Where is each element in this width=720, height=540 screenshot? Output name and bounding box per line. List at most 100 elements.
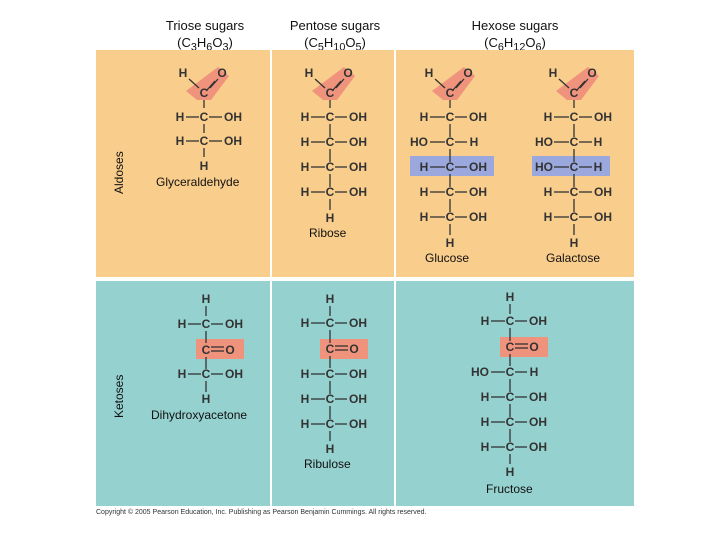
svg-text:H: H xyxy=(420,210,429,224)
svg-text:C: C xyxy=(326,392,335,406)
svg-text:C: C xyxy=(506,365,515,379)
svg-text:C: C xyxy=(570,86,579,100)
svg-text:OH: OH xyxy=(349,160,367,174)
ribulose-label: Ribulose xyxy=(304,457,351,471)
svg-text:C: C xyxy=(446,110,455,124)
svg-text:O: O xyxy=(529,340,538,354)
svg-text:OH: OH xyxy=(469,110,487,124)
svg-text:HO: HO xyxy=(471,365,489,379)
svg-text:H: H xyxy=(420,185,429,199)
column-divider xyxy=(270,50,272,506)
carbonyl-highlight xyxy=(320,339,368,359)
svg-text:H: H xyxy=(481,390,490,404)
svg-text:H: H xyxy=(549,66,558,80)
isomer-highlight xyxy=(410,156,494,176)
svg-text:H: H xyxy=(530,365,539,379)
svg-text:OH: OH xyxy=(594,185,612,199)
svg-text:H: H xyxy=(301,160,310,174)
pentose-header: Pentose sugars (C5H10O5) xyxy=(265,17,405,57)
svg-text:C: C xyxy=(326,86,335,100)
svg-text:H: H xyxy=(470,135,479,149)
svg-text:OH: OH xyxy=(349,110,367,124)
glucose-structure: H O C H C OH HO C H H C OH H C OH H C OH… xyxy=(410,66,494,250)
svg-text:H: H xyxy=(178,317,187,331)
svg-text:OH: OH xyxy=(529,314,547,328)
svg-text:C: C xyxy=(570,160,579,174)
svg-text:C: C xyxy=(200,110,209,124)
svg-text:O: O xyxy=(217,66,226,80)
svg-text:OH: OH xyxy=(225,317,243,331)
svg-text:H: H xyxy=(305,66,314,80)
ribose-structure: H O C H C OH H C OH H C OH H C OH H xyxy=(301,66,367,225)
svg-text:OH: OH xyxy=(469,210,487,224)
svg-text:H: H xyxy=(506,290,515,304)
glucose-label: Glucose xyxy=(425,251,470,265)
pentose-title: Pentose sugars xyxy=(289,18,381,33)
svg-text:C: C xyxy=(326,417,335,431)
svg-text:OH: OH xyxy=(529,390,547,404)
carbonyl-highlight xyxy=(556,67,599,100)
svg-text:H: H xyxy=(594,135,603,149)
svg-text:H: H xyxy=(481,415,490,429)
svg-text:H: H xyxy=(179,66,188,80)
svg-text:H: H xyxy=(301,316,310,330)
svg-text:OH: OH xyxy=(349,135,367,149)
svg-text:C: C xyxy=(326,110,335,124)
svg-text:O: O xyxy=(343,66,352,80)
pentose-formula: (C5H10O5) xyxy=(304,35,366,54)
svg-text:H: H xyxy=(326,292,335,306)
svg-text:C: C xyxy=(506,390,515,404)
ketoses-panel xyxy=(96,281,634,506)
ribulose-structure: H H C OH C O H C OH H C OH H C OH H xyxy=(301,292,368,456)
fructose-structure: H H C OH C O HO C H H C OH H C OH H C OH… xyxy=(471,290,548,479)
ribose-label: Ribose xyxy=(309,226,347,240)
triose-formula: (C3H6O3) xyxy=(177,35,233,54)
svg-text:H: H xyxy=(446,236,455,250)
svg-text:H: H xyxy=(544,210,553,224)
svg-text:O: O xyxy=(587,66,596,80)
svg-text:H: H xyxy=(200,159,209,173)
svg-text:C: C xyxy=(326,160,335,174)
carbonyl-highlight xyxy=(186,67,229,100)
svg-text:OH: OH xyxy=(594,110,612,124)
svg-text:OH: OH xyxy=(225,367,243,381)
hexose-title: Hexose sugars xyxy=(471,18,559,33)
carbonyl-highlight xyxy=(196,339,244,359)
column-divider xyxy=(394,50,396,506)
svg-text:H: H xyxy=(326,211,335,225)
svg-text:OH: OH xyxy=(529,440,547,454)
svg-text:C: C xyxy=(446,160,455,174)
galactose-structure: H O C H C OH HO C H HO C H H C OH H C OH… xyxy=(532,66,612,250)
svg-text:O: O xyxy=(225,343,234,357)
svg-text:H: H xyxy=(176,110,185,124)
svg-text:OH: OH xyxy=(224,110,242,124)
svg-text:OH: OH xyxy=(529,415,547,429)
svg-text:C: C xyxy=(202,367,211,381)
svg-text:C: C xyxy=(446,135,455,149)
svg-text:C: C xyxy=(506,314,515,328)
svg-text:C: C xyxy=(446,86,455,100)
galactose-label: Galactose xyxy=(546,251,601,265)
carbonyl-highlight xyxy=(432,67,475,100)
svg-text:H: H xyxy=(202,292,211,306)
svg-text:OH: OH xyxy=(349,367,367,381)
svg-text:H: H xyxy=(301,135,310,149)
svg-text:H: H xyxy=(544,110,553,124)
svg-text:C: C xyxy=(570,110,579,124)
svg-text:H: H xyxy=(178,367,187,381)
copyright-notice: Copyright © 2005 Pearson Education, Inc.… xyxy=(96,509,427,516)
svg-text:C: C xyxy=(202,343,211,357)
dihydroxyacetone-label: Dihydroxyacetone xyxy=(151,408,248,422)
svg-text:OH: OH xyxy=(469,160,487,174)
svg-text:OH: OH xyxy=(349,316,367,330)
svg-text:OH: OH xyxy=(349,392,367,406)
svg-text:C: C xyxy=(506,340,515,354)
svg-text:H: H xyxy=(301,185,310,199)
svg-text:H: H xyxy=(301,392,310,406)
carbonyl-highlight xyxy=(312,67,355,100)
svg-text:C: C xyxy=(200,134,209,148)
glyceraldehyde-structure: H O C H C OH H C OH H xyxy=(176,66,242,173)
svg-text:C: C xyxy=(570,135,579,149)
svg-text:C: C xyxy=(326,342,335,356)
